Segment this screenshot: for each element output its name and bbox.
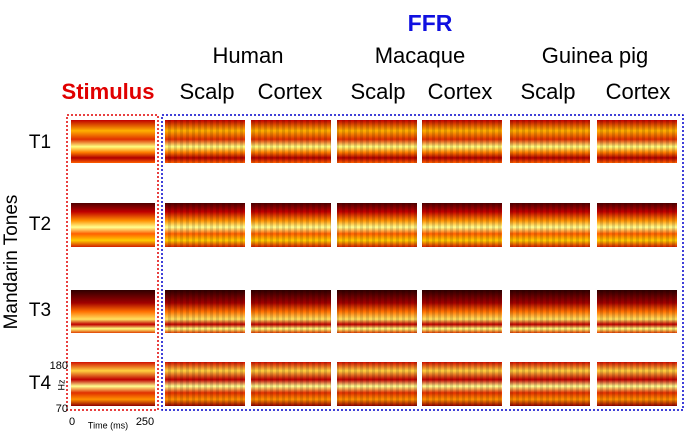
- spectrogram: [71, 203, 155, 247]
- texture: [510, 362, 590, 406]
- x-end: 250: [136, 416, 154, 428]
- texture: [597, 203, 677, 247]
- rows-title: Mandarin Tones: [1, 195, 22, 330]
- texture: [251, 203, 331, 247]
- x-label: Time (ms): [88, 420, 128, 430]
- texture: [337, 203, 417, 247]
- texture: [510, 120, 590, 163]
- species: Human: [213, 43, 284, 68]
- spectrogram: [71, 362, 155, 406]
- texture: [337, 120, 417, 163]
- spectrogram: [71, 290, 155, 333]
- texture: [337, 290, 417, 333]
- texture: [510, 203, 590, 247]
- species: Macaque: [375, 43, 466, 68]
- species: Guinea pig: [542, 43, 648, 68]
- texture: [165, 203, 245, 247]
- site: Cortex: [428, 79, 493, 104]
- site: Cortex: [606, 79, 671, 104]
- x-start: 0: [69, 416, 75, 428]
- site: Cortex: [258, 79, 323, 104]
- texture: [165, 362, 245, 406]
- y-unit: Hz: [56, 379, 66, 390]
- stimulus-box: [66, 114, 159, 411]
- texture: [422, 120, 502, 163]
- tone-label: T4: [29, 373, 52, 394]
- texture: [165, 290, 245, 333]
- ffr-box: [161, 114, 684, 411]
- texture: [422, 362, 502, 406]
- texture: [422, 203, 502, 247]
- texture: [165, 120, 245, 163]
- spectrogram: [71, 120, 155, 163]
- stimulus-label: Stimulus: [62, 79, 155, 104]
- texture: [251, 120, 331, 163]
- texture: [510, 290, 590, 333]
- tone-label: T2: [29, 214, 51, 235]
- texture: [251, 290, 331, 333]
- texture: [597, 362, 677, 406]
- texture: [597, 290, 677, 333]
- tone-label: T3: [29, 300, 51, 321]
- tone-label: T1: [29, 132, 51, 153]
- site: Scalp: [520, 79, 575, 104]
- texture: [597, 120, 677, 163]
- texture: [422, 290, 502, 333]
- texture: [251, 362, 331, 406]
- y-top: 180: [50, 360, 68, 372]
- texture: [337, 362, 417, 406]
- ffr-title: FFR: [408, 10, 453, 36]
- site: Scalp: [179, 79, 234, 104]
- spectrograms: [71, 120, 677, 406]
- y-bottom: 70: [56, 403, 68, 415]
- site: Scalp: [350, 79, 405, 104]
